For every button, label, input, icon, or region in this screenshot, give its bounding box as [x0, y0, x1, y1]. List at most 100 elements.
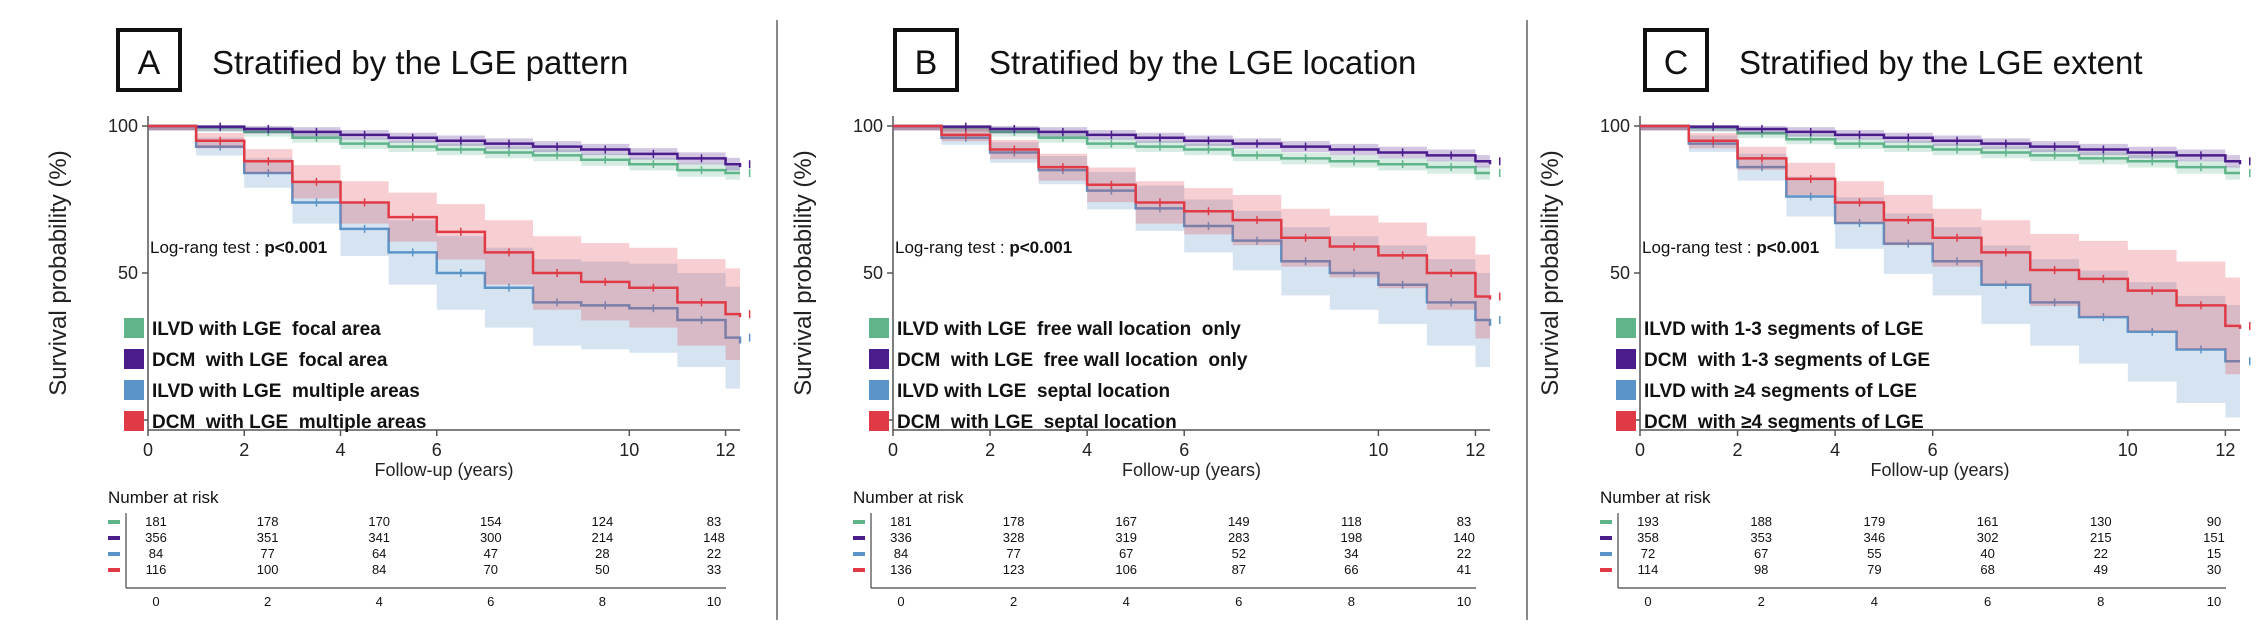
y-tick-label: 100 — [1600, 116, 1630, 136]
risk-x-label: 6 — [1984, 594, 1991, 609]
ci-band-blue — [893, 126, 1490, 375]
risk-x-label: 10 — [2207, 594, 2221, 609]
logrank-label: Log-rang test : — [1642, 238, 1756, 257]
risk-cell: 114 — [1638, 562, 1659, 577]
logrank-p-value: p<0.001 — [264, 238, 327, 257]
logrank-annotation: Log-rang test : p<0.001 — [1642, 238, 1819, 257]
risk-cell: 178 — [257, 514, 279, 529]
risk-x-label: 6 — [1235, 594, 1242, 609]
risk-cell: 353 — [1750, 530, 1772, 545]
risk-cell: 123 — [1003, 562, 1025, 577]
y-tick-label: 100 — [108, 116, 138, 136]
risk-cell: 161 — [1977, 514, 1999, 529]
panel-b: B Stratified by the LGE location 0 50 100 0 2 4… — [790, 28, 1501, 609]
risk-cell: 28 — [595, 546, 609, 561]
x-tick-label: 12 — [1465, 440, 1485, 460]
risk-cell: 358 — [1637, 530, 1659, 545]
x-axis-label: Follow-up (years) — [1870, 460, 2009, 480]
risk-table: Number at risk 181 178 167 149 118 83 336 328 319… — [853, 488, 1476, 609]
legend: ILVD with LGE free wall location only DCM… — [869, 318, 1248, 433]
legend-label: ILVD with LGE multiple areas — [152, 381, 420, 402]
legend-label: ILVD with 1-3 segments of LGE — [1644, 319, 1923, 340]
legend-label: DCM with 1-3 segments of LGE — [1644, 350, 1930, 371]
y-tick-label: 100 — [853, 116, 883, 136]
x-tick-label: 10 — [1368, 440, 1388, 460]
risk-cell: 351 — [257, 530, 279, 545]
logrank-label: Log-rang test : — [150, 238, 264, 257]
risk-cell: 40 — [1980, 546, 1994, 561]
survival-curve-blue — [148, 124, 742, 344]
logrank-p-value: p<0.001 — [1756, 238, 1819, 257]
risk-cell: 77 — [1006, 546, 1020, 561]
y-tick-label: 50 — [118, 263, 138, 283]
legend-swatch-purple — [869, 349, 889, 369]
x-tick-label: 10 — [619, 440, 639, 460]
x-tick-label: 0 — [888, 440, 898, 460]
risk-cell: 52 — [1232, 546, 1246, 561]
risk-cell: 336 — [890, 530, 912, 545]
x-tick-label: 12 — [716, 440, 736, 460]
risk-cell: 154 — [480, 514, 502, 529]
risk-cell: 136 — [890, 562, 912, 577]
survival-curve-red — [893, 124, 1492, 300]
risk-cell: 283 — [1228, 530, 1250, 545]
x-tick-label: 0 — [143, 440, 153, 460]
panel-a: A Stratified by the LGE pattern 0 50 100 0 2 4 6… — [45, 28, 751, 609]
risk-cell: 106 — [1115, 562, 1137, 577]
risk-cell: 181 — [890, 514, 912, 529]
x-tick-label: 0 — [1635, 440, 1645, 460]
risk-table: Number at risk 181 178 170 154 124 83 356 351 341… — [108, 488, 726, 609]
risk-cell: 90 — [2207, 514, 2221, 529]
risk-cell: 72 — [1641, 546, 1655, 561]
risk-cell: 124 — [592, 514, 614, 529]
risk-cell: 188 — [1750, 514, 1772, 529]
x-tick-label: 4 — [336, 440, 346, 460]
risk-cell: 83 — [1457, 514, 1471, 529]
legend-label: DCM with LGE focal area — [152, 350, 388, 371]
y-tick-label: 50 — [1610, 263, 1630, 283]
risk-cell: 300 — [480, 530, 502, 545]
risk-cell: 87 — [1232, 562, 1246, 577]
panel-letter: A — [138, 44, 161, 82]
legend-label: ILVD with LGE free wall location only — [897, 319, 1241, 340]
survival-curve-purple — [148, 124, 742, 168]
legend: ILVD with LGE focal area DCM with LGE foc… — [124, 318, 427, 433]
logrank-annotation: Log-rang test : p<0.001 — [895, 238, 1072, 257]
risk-cell: 33 — [707, 562, 721, 577]
risk-x-label: 4 — [376, 594, 383, 609]
y-axis-label: Survival probability (%) — [790, 150, 817, 395]
x-tick-label: 12 — [2215, 440, 2235, 460]
legend-label: DCM with ≥4 segments of LGE — [1644, 412, 1924, 433]
risk-cell: 30 — [2207, 562, 2221, 577]
legend-swatch-blue — [124, 380, 144, 400]
risk-x-label: 10 — [707, 594, 721, 609]
risk-x-label: 4 — [1123, 594, 1130, 609]
legend-swatch-green — [1616, 318, 1636, 338]
risk-x-label: 4 — [1871, 594, 1878, 609]
risk-cell: 79 — [1867, 562, 1881, 577]
logrank-p-value: p<0.001 — [1009, 238, 1072, 257]
risk-cell: 22 — [1457, 546, 1471, 561]
risk-x-label: 8 — [1348, 594, 1355, 609]
risk-cell: 15 — [2207, 546, 2221, 561]
legend: ILVD with 1-3 segments of LGE DCM with 1-… — [1616, 318, 1930, 433]
risk-table-header: Number at risk — [108, 488, 219, 507]
risk-cell: 41 — [1457, 562, 1471, 577]
risk-table-header: Number at risk — [853, 488, 964, 507]
survival-curve-red — [148, 124, 742, 318]
risk-cell: 98 — [1754, 562, 1768, 577]
x-tick-label: 6 — [432, 440, 442, 460]
survival-curve-purple — [1640, 124, 2242, 165]
legend-swatch-green — [124, 318, 144, 338]
risk-cell: 118 — [1341, 514, 1362, 529]
risk-x-label: 2 — [264, 594, 271, 609]
legend-swatch-blue — [1616, 380, 1636, 400]
survival-curve-purple — [893, 124, 1492, 165]
risk-table: Number at risk 193 188 179 161 130 90 358 353 346… — [1600, 488, 2226, 609]
risk-cell: 198 — [1341, 530, 1363, 545]
risk-x-label: 8 — [599, 594, 606, 609]
x-tick-label: 4 — [1082, 440, 1092, 460]
ci-band-red — [893, 126, 1490, 343]
risk-cell: 84 — [372, 562, 386, 577]
